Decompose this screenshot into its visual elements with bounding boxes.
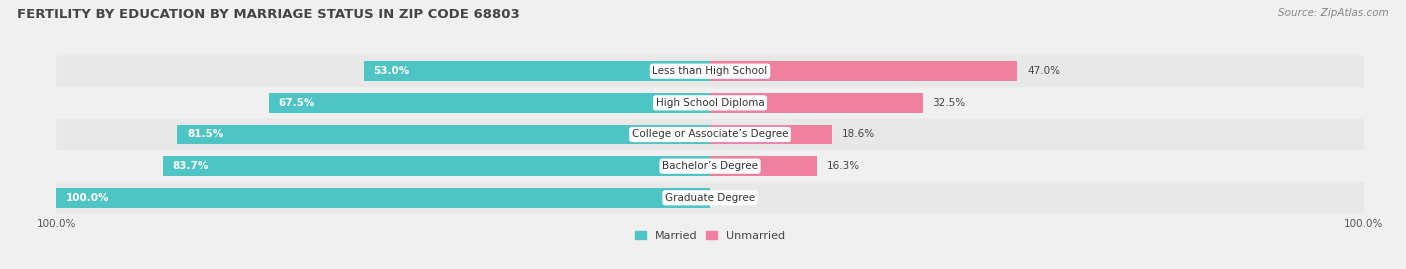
Text: Source: ZipAtlas.com: Source: ZipAtlas.com (1278, 8, 1389, 18)
Bar (710, 125, 831, 144)
Text: High School Diploma: High School Diploma (655, 98, 765, 108)
Text: Graduate Degree: Graduate Degree (665, 193, 755, 203)
Bar (364, 61, 710, 81)
Bar (710, 61, 1018, 81)
Text: FERTILITY BY EDUCATION BY MARRIAGE STATUS IN ZIP CODE 68803: FERTILITY BY EDUCATION BY MARRIAGE STATU… (17, 8, 520, 21)
FancyBboxPatch shape (56, 55, 1364, 87)
Text: 100.0%: 100.0% (66, 193, 110, 203)
Text: Bachelor’s Degree: Bachelor’s Degree (662, 161, 758, 171)
Text: 0.0%: 0.0% (720, 193, 747, 203)
Bar (56, 188, 710, 208)
Text: 32.5%: 32.5% (932, 98, 966, 108)
Legend: Married, Unmarried: Married, Unmarried (630, 226, 790, 245)
Text: 16.3%: 16.3% (827, 161, 859, 171)
Text: 47.0%: 47.0% (1028, 66, 1060, 76)
Text: 67.5%: 67.5% (278, 98, 315, 108)
Text: 83.7%: 83.7% (173, 161, 209, 171)
Bar (163, 156, 710, 176)
Text: Less than High School: Less than High School (652, 66, 768, 76)
FancyBboxPatch shape (56, 87, 1364, 119)
Text: College or Associate’s Degree: College or Associate’s Degree (631, 129, 789, 140)
Bar (269, 93, 710, 113)
Text: 18.6%: 18.6% (841, 129, 875, 140)
Text: 53.0%: 53.0% (374, 66, 409, 76)
Bar (710, 93, 922, 113)
Bar (710, 156, 817, 176)
FancyBboxPatch shape (56, 150, 1364, 182)
Bar (177, 125, 710, 144)
FancyBboxPatch shape (56, 182, 1364, 214)
Text: 81.5%: 81.5% (187, 129, 224, 140)
FancyBboxPatch shape (56, 119, 1364, 150)
